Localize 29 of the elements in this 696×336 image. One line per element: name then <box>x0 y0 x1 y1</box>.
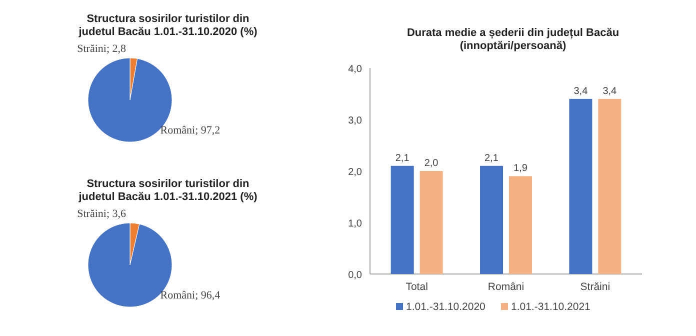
legend-label: 1.01.-31.10.2020 <box>406 301 486 313</box>
y-tick-label: 3,0 <box>348 116 362 126</box>
y-tick-label: 4,0 <box>348 64 362 75</box>
x-tick-label: Români <box>488 281 524 293</box>
data-label: 3,4 <box>574 86 588 97</box>
y-tick-label: 2,0 <box>348 167 362 178</box>
y-tick-label: 0,0 <box>348 270 362 281</box>
bar <box>420 171 443 274</box>
data-label: 2,1 <box>484 152 499 164</box>
x-tick-label: Străini <box>580 281 610 293</box>
bar <box>598 98 622 274</box>
bar <box>509 176 532 274</box>
slice-label: Străini; 3,6 <box>77 208 126 220</box>
y-tick-label: 1,0 <box>348 218 362 230</box>
slice-label: Români; 97,2 <box>160 124 220 137</box>
bar <box>390 166 414 274</box>
legend-label: 1.01.-31.10.2021 <box>511 301 591 313</box>
data-label: 2,1 <box>395 152 410 164</box>
bar <box>480 166 503 274</box>
chart-title: Structura sosirilor turistilor din judetul Bacău 1.01.-31.10.2020 (%) <box>78 13 258 38</box>
chart-title: Structura sosirilor turistilor din judetul Bacău 1.01.-31.10.2021 (%) <box>78 178 258 203</box>
data-label: 2,0 <box>424 158 439 169</box>
chart-title: Durata medie a șederii din județul Bacău (innoptări/persoană) <box>406 27 620 52</box>
bar <box>569 98 592 274</box>
data-label: 1,9 <box>514 163 528 174</box>
slice-label: Români; 96,4 <box>160 290 221 302</box>
x-tick-label: Total <box>406 281 428 293</box>
data-label: 3,4 <box>602 86 618 97</box>
slice-label: Străini; 2,8 <box>77 43 126 55</box>
